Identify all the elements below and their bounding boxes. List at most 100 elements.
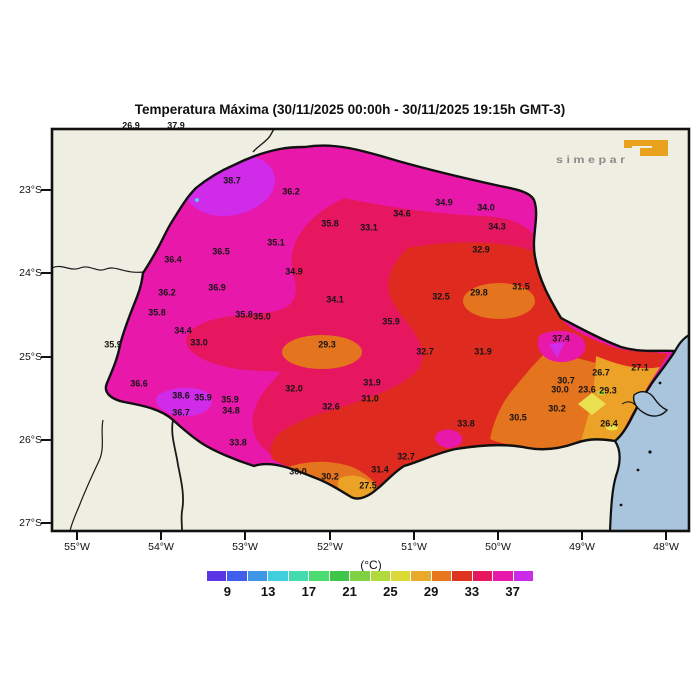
lon-tickmark	[244, 531, 246, 540]
station-temp-label: 38.7	[223, 175, 241, 186]
lat-tick-label: 23°S	[19, 184, 42, 196]
station-temp-label: 32.0	[285, 383, 303, 394]
station-temp-label: 35.9	[382, 316, 400, 327]
station-temp-label: 34.3	[488, 221, 506, 232]
station-temp-label: 34.6	[393, 208, 411, 219]
colorbar	[207, 571, 533, 581]
colorbar-segment	[513, 571, 533, 581]
fill-35-37-south-pocket	[435, 429, 463, 448]
fill-23-25-diamond	[578, 393, 606, 415]
lon-tick-label: 51°W	[401, 541, 427, 553]
station-temp-label: 32.7	[416, 346, 434, 357]
station-temp-label: 34.0	[477, 202, 495, 213]
station-temp-label: 36.2	[282, 186, 300, 197]
station-temp-label: 36.2	[158, 287, 176, 298]
lon-tick-label: 55°W	[64, 541, 90, 553]
lon-tickmark	[665, 531, 667, 540]
station-temp-label: 31.5	[512, 281, 530, 292]
lon-tick-label: 50°W	[485, 541, 511, 553]
station-temp-label: 33.0	[190, 337, 208, 348]
colorbar-segment	[350, 571, 370, 581]
station-temp-label: 33.1	[360, 222, 378, 233]
station-temp-label: 38.6	[172, 390, 190, 401]
paranagua-bay	[619, 381, 669, 507]
station-temp-label: 35.9	[194, 392, 212, 403]
station-temp-label: 31.9	[474, 346, 492, 357]
colorbar-segment	[309, 571, 329, 581]
colorbar-tick-label: 13	[260, 584, 276, 599]
station-temp-label: 34.4	[174, 325, 192, 336]
colorbar-tick-label: 21	[342, 584, 357, 599]
colorbar-segment	[452, 571, 472, 581]
station-temp-label: 30.0	[551, 384, 569, 395]
station-temp-label: 32.7	[397, 451, 415, 462]
lon-tick-label: 48°W	[653, 541, 679, 553]
colorbar-segment	[472, 571, 493, 581]
colorbar-segment	[288, 571, 309, 581]
lat-tick-label: 26°S	[19, 434, 42, 446]
station-temp-label: 27.1	[631, 362, 649, 373]
station-temp-label: 31.4	[371, 464, 389, 475]
simepar-logo: simepar	[556, 138, 681, 170]
station-temp-label: 30.0	[289, 466, 307, 477]
lat-tickmark	[41, 189, 52, 191]
colorbar-tick-label: 25	[383, 584, 398, 599]
lat-tickmark	[41, 522, 52, 524]
station-temp-label: 34.8	[222, 405, 240, 416]
station-temp-label: 30.5	[509, 412, 527, 423]
station-temp-label: 31.9	[363, 377, 381, 388]
lon-tickmark	[581, 531, 583, 540]
station-temp-label: 34.9	[435, 197, 453, 208]
station-temp-label: 26.9	[122, 120, 140, 131]
station-temp-label: 35.9	[221, 394, 239, 405]
neighbor-boundary-lines	[52, 129, 275, 531]
colorbar-tick-label: 9	[223, 584, 231, 599]
station-temp-label: 29.8	[470, 287, 488, 298]
station-temp-label: 30.2	[548, 403, 566, 414]
station-temp-label: 30.2	[321, 471, 339, 482]
station-temp-label: 36.5	[212, 246, 230, 257]
lon-tickmark	[76, 531, 78, 540]
lon-tick-label: 53°W	[232, 541, 258, 553]
station-temp-label: 31.0	[361, 393, 379, 404]
fill-29-31-pocket-b	[282, 335, 362, 369]
lon-tick-label: 52°W	[317, 541, 343, 553]
colorbar-segment	[390, 571, 411, 581]
lon-tick-label: 54°W	[148, 541, 174, 553]
atlantic-ocean	[610, 335, 689, 531]
station-temp-label: 34.9	[285, 266, 303, 277]
station-temp-label: 30.7	[557, 375, 575, 386]
lon-tickmark	[497, 531, 499, 540]
fill-37-39-east-core	[549, 342, 565, 358]
simepar-logo-mark	[624, 140, 668, 156]
station-temp-label: 35.8	[148, 307, 166, 318]
station-temp-label: 35.8	[321, 218, 339, 229]
station-temp-label: 34.1	[326, 294, 344, 305]
station-temp-label: 36.4	[164, 254, 182, 265]
station-temp-label: 32.6	[322, 401, 340, 412]
station-temp-label: 26.7	[592, 367, 610, 378]
fill-29-31-southeast	[490, 350, 612, 460]
station-temp-label: 32.9	[472, 244, 490, 255]
lat-tickmark	[41, 272, 52, 274]
station-temp-label: 26.4	[600, 418, 618, 429]
simepar-logo-text: simepar	[556, 154, 629, 166]
station-temp-label: 27.5	[359, 480, 377, 491]
station-temp-label: 33.8	[457, 418, 475, 429]
fill-27-29-coastal	[579, 356, 660, 461]
station-temp-label: 36.7	[172, 407, 190, 418]
colorbar-segment	[370, 571, 390, 581]
station-temp-label: 23.6	[578, 384, 596, 395]
parana-state-border	[104, 144, 677, 500]
colorbar-segment	[329, 571, 350, 581]
station-temp-label: 33.8	[229, 437, 247, 448]
map-frame	[50, 127, 691, 533]
lon-tickmark	[413, 531, 415, 540]
station-temp-label: 32.5	[432, 291, 450, 302]
lat-tick-label: 24°S	[19, 267, 42, 279]
colorbar-segment	[431, 571, 452, 581]
colorbar-segment	[268, 571, 288, 581]
station-temp-label: 35.1	[267, 237, 285, 248]
station-temp-label: 35.0	[253, 311, 271, 322]
